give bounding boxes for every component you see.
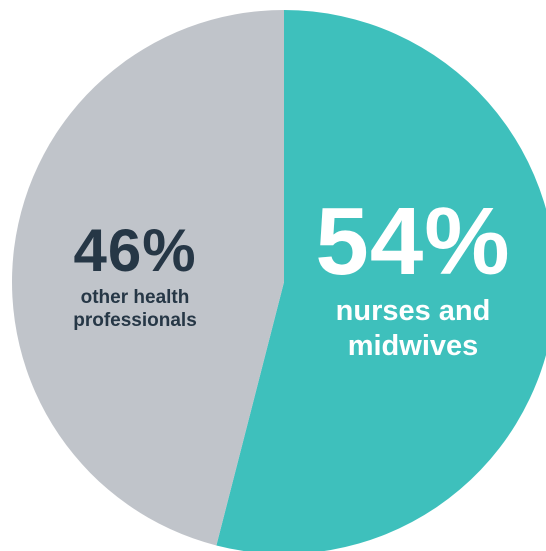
slice-label-nurses-and-midwives: 54% nurses and midwives — [288, 192, 538, 364]
slice-description-other-line-2: professionals — [73, 310, 197, 331]
slice-description-other-line-1: other health — [80, 287, 190, 308]
slice-description-nurses: nurses and midwives — [288, 294, 538, 364]
slice-label-other-health-professionals: 46% other health professionals — [40, 220, 230, 332]
slice-description-nurses-line-1: nurses and — [335, 295, 491, 327]
pie-slice-1 — [12, 10, 285, 546]
pie-slice-0 — [216, 10, 546, 551]
slice-percent-nurses: 54% — [315, 188, 511, 295]
slice-description-other: other health professionals — [40, 286, 230, 332]
slice-description-nurses-line-2: midwives — [347, 330, 479, 362]
slice-percent-other: 46% — [73, 217, 197, 284]
